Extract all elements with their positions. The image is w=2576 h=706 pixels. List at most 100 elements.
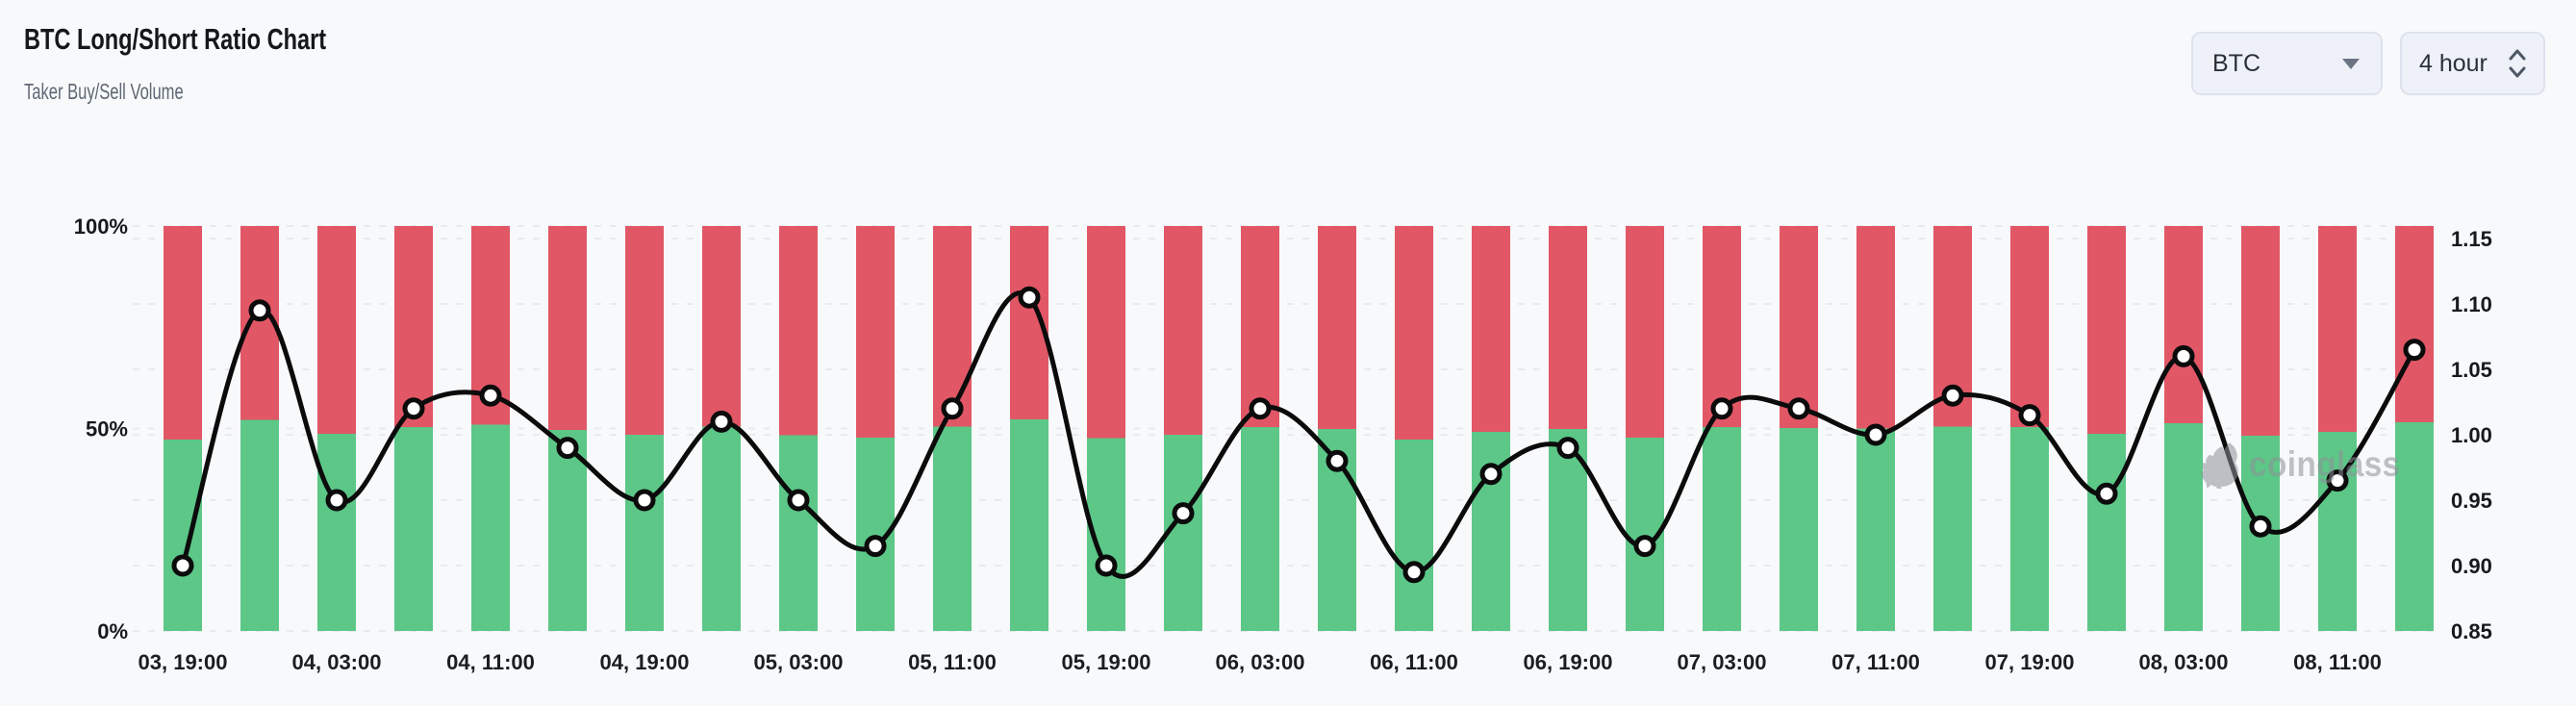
sell-bar-segment[interactable] [1856,226,1895,429]
ratio-line-point[interactable] [1095,554,1118,577]
sell-bar-segment[interactable] [625,226,664,435]
sell-bar-segment[interactable] [1472,226,1510,432]
buy-bar-segment[interactable] [1010,418,1048,631]
ratio-line-point[interactable] [1941,384,1964,407]
ratio-line-point[interactable] [2403,339,2426,362]
ratio-line-point[interactable] [556,437,579,460]
ratio-line-point[interactable] [710,410,733,433]
symbol-select[interactable]: BTC [2191,32,2383,95]
sell-bar-segment[interactable] [1549,226,1587,429]
x-axis-tick-label: 07, 19:00 [1985,650,2075,674]
sell-bar-segment[interactable] [1780,226,1818,429]
ratio-line-point[interactable] [325,489,348,512]
buy-bar-segment[interactable] [1856,428,1895,632]
sell-bar-segment[interactable] [394,226,433,428]
right-axis-tick-label: 1.15 [2451,227,2492,251]
ratio-line-point[interactable] [248,299,271,322]
sell-bar-segment[interactable] [1087,226,1125,439]
buy-bar-segment[interactable] [317,433,356,631]
page-subtitle: Taker Buy/Sell Volume [24,79,184,104]
ratio-line-point[interactable] [633,489,656,512]
sell-bar-segment[interactable] [2164,226,2203,424]
buy-bar-segment[interactable] [2087,433,2126,631]
page-title: BTC Long/Short Ratio Chart [24,22,327,56]
ratio-line-point[interactable] [1710,397,1733,420]
ratio-line-point[interactable] [2326,469,2349,492]
buy-bar-segment[interactable] [1241,427,1279,631]
buy-bar-segment[interactable] [240,419,279,631]
sell-bar-segment[interactable] [933,226,972,427]
sell-bar-segment[interactable] [2010,226,2049,428]
buy-bar-segment[interactable] [1933,426,1972,631]
sell-bar-segment[interactable] [702,226,741,427]
x-axis-tick-label: 07, 03:00 [1678,650,1767,674]
ratio-line-point[interactable] [2172,344,2195,367]
ratio-line-point[interactable] [1172,502,1195,525]
buy-bar-segment[interactable] [164,439,202,631]
buy-bar-segment[interactable] [933,426,972,631]
buy-bar-segment[interactable] [1164,435,1202,631]
sell-bar-segment[interactable] [856,226,895,439]
ratio-line-point[interactable] [1633,535,1656,558]
ratio-line-point[interactable] [787,489,810,512]
ratio-line-point[interactable] [941,397,964,420]
x-axis-tick-label: 04, 03:00 [292,650,382,674]
x-axis-tick-label: 08, 03:00 [2139,650,2229,674]
ratio-line-point[interactable] [1479,463,1503,486]
ratio-line-point[interactable] [1556,437,1579,460]
ratio-line-point[interactable] [864,535,887,558]
sell-bar-segment[interactable] [1164,226,1202,436]
sell-bar-segment[interactable] [1626,226,1664,439]
sell-bar-segment[interactable] [2318,226,2357,432]
sell-bar-segment[interactable] [164,226,202,440]
sell-bar-segment[interactable] [1241,226,1279,428]
x-axis-tick-label: 06, 19:00 [1524,650,1613,674]
ratio-line-point[interactable] [171,554,194,577]
buy-bar-segment[interactable] [1395,439,1433,631]
sell-bar-segment[interactable] [779,226,818,436]
ratio-line-point[interactable] [402,397,425,420]
x-axis-tick-label: 06, 11:00 [1370,650,1458,674]
buy-bar-segment[interactable] [548,429,587,631]
buy-bar-segment[interactable] [1703,427,1741,631]
right-axis-tick-label: 1.00 [2451,423,2492,447]
ratio-line-point[interactable] [1018,286,1041,309]
x-axis-tick-label: 05, 19:00 [1062,650,1151,674]
up-down-chevrons-icon [2509,49,2526,78]
interval-select-value: 4 hour [2419,49,2488,77]
buy-bar-segment[interactable] [625,434,664,631]
buy-bar-segment[interactable] [779,435,818,631]
right-axis-tick-label: 0.95 [2451,489,2492,513]
sell-bar-segment[interactable] [548,226,587,430]
sell-bar-segment[interactable] [2395,226,2434,423]
ratio-line-point[interactable] [2018,404,2041,427]
buy-bar-segment[interactable] [702,426,741,631]
ratio-line-point[interactable] [2249,515,2272,538]
buy-bar-segment[interactable] [394,427,433,631]
symbol-select-value: BTC [2212,49,2260,77]
x-axis-tick-label: 07, 11:00 [1831,650,1920,674]
buy-bar-segment[interactable] [2164,423,2203,631]
ratio-line-point[interactable] [1326,449,1349,472]
sell-bar-segment[interactable] [2241,226,2280,437]
interval-select[interactable]: 4 hour [2400,32,2545,95]
buy-bar-segment[interactable] [471,424,510,631]
sell-bar-segment[interactable] [1395,226,1433,440]
buy-bar-segment[interactable] [1780,428,1818,631]
sell-bar-segment[interactable] [317,226,356,434]
ratio-line-point[interactable] [1864,423,1887,446]
buy-bar-segment[interactable] [2010,427,2049,631]
x-axis-tick-label: 06, 03:00 [1216,650,1305,674]
buy-bar-segment[interactable] [2395,422,2434,631]
sell-bar-segment[interactable] [2087,226,2126,434]
x-axis-tick-label: 04, 11:00 [446,650,535,674]
ratio-line-point[interactable] [479,384,502,407]
ratio-line-point[interactable] [2095,482,2118,505]
ratio-line-point[interactable] [1787,397,1810,420]
ratio-line-point[interactable] [1249,397,1272,420]
sell-bar-segment[interactable] [1703,226,1741,428]
sell-bar-segment[interactable] [1318,226,1356,429]
ratio-line-point[interactable] [1402,561,1426,584]
